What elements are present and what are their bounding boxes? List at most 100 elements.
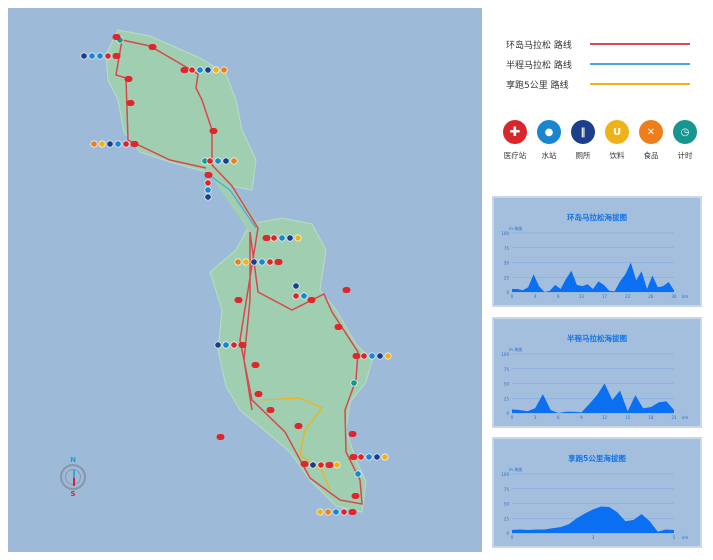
km-marker <box>112 53 121 59</box>
km-marker <box>112 34 121 40</box>
toilet-marker-icon <box>250 258 258 266</box>
km-marker <box>180 67 189 73</box>
medical-marker-icon <box>317 461 325 469</box>
x-tick-label: 9 <box>580 415 583 420</box>
water-marker-icon <box>214 157 222 165</box>
toilet-icon: ‖ <box>571 120 595 144</box>
y-tick-label: 50 <box>504 261 510 266</box>
water-marker-icon <box>354 470 362 478</box>
facility-label: 厕所 <box>575 151 591 160</box>
chart-title: 半程马拉松海拔图 <box>567 334 627 343</box>
drink-marker-icon <box>316 508 324 516</box>
km-marker <box>124 76 133 82</box>
y-tick-label: 25 <box>504 516 510 521</box>
compass: N S <box>60 456 86 498</box>
km-marker <box>130 141 139 147</box>
water-marker-icon <box>258 258 266 266</box>
x-tick-label: 6 <box>557 415 560 420</box>
y-tick-label: 75 <box>504 487 510 492</box>
km-marker <box>254 391 263 397</box>
legend-line-yellow <box>590 83 690 85</box>
water-marker-icon <box>196 66 204 74</box>
km-marker <box>325 462 334 468</box>
elevation-chart-half: 半程马拉松海拔图 0 25 50 75 100 m 海拔 0 3 6 9 12 15 18 21 km <box>492 317 702 428</box>
y-axis-label: m 海拔 <box>509 225 522 231</box>
toilet-marker-icon <box>376 352 384 360</box>
chart-title: 环岛马拉松海拔图 <box>567 213 627 222</box>
island-route-map[interactable]: N S <box>8 8 482 552</box>
km-marker <box>349 454 358 460</box>
route-full-marathon-north-loop <box>115 39 207 169</box>
chart-title: 享跑5公里海拔图 <box>568 454 626 463</box>
legend-line-red <box>590 43 690 45</box>
km-marker <box>348 509 357 515</box>
y-tick-label: 25 <box>504 275 510 280</box>
x-tick-label: 0 <box>511 415 514 420</box>
y-tick-label: 100 <box>501 231 509 236</box>
water-marker-icon <box>365 453 373 461</box>
toilet-marker-icon <box>80 52 88 60</box>
toilet-marker-icon <box>204 193 212 201</box>
facility-label: 计时 <box>677 151 693 160</box>
km-marker <box>266 407 275 413</box>
elevation-area <box>512 506 674 533</box>
km-marker <box>294 423 303 429</box>
facility-timer: ◷ 计时 <box>670 120 700 161</box>
x-tick-label: 3 <box>592 535 595 540</box>
y-tick-label: 75 <box>504 246 510 251</box>
route-full-marathon <box>121 39 363 505</box>
km-marker <box>351 493 360 499</box>
x-tick-label: 9 <box>557 294 560 299</box>
x-tick-label: 26 <box>648 294 654 299</box>
legend-half-marathon: 半程马拉松 路线 <box>506 61 572 71</box>
south-island <box>209 217 373 513</box>
x-tick-label: 30 <box>671 294 677 299</box>
medical-marker-icon <box>206 157 214 165</box>
km-marker <box>262 235 271 241</box>
km-marker <box>334 324 343 330</box>
elevation-chart-full: 环岛马拉松海拔图 0 25 50 75 100 m 海拔 0 4 9 13 17 22 26 30 km <box>492 196 702 307</box>
toilet-marker-icon <box>214 341 222 349</box>
toilet-marker-icon <box>106 140 114 148</box>
elevation-area <box>512 383 674 413</box>
km-marker <box>126 100 135 106</box>
water-marker-icon <box>96 52 104 60</box>
km-marker <box>209 128 218 134</box>
medical-marker-icon <box>204 179 212 187</box>
x-tick-label: 3 <box>534 415 537 420</box>
compass-south-label: S <box>70 490 76 498</box>
water-marker-icon <box>222 341 230 349</box>
facility-label: 医疗站 <box>503 151 527 160</box>
drink-marker-icon <box>294 234 302 242</box>
medical-marker-icon <box>270 234 278 242</box>
route-half-marathon <box>204 171 257 229</box>
km-marker <box>348 431 357 437</box>
toilet-marker-icon <box>309 461 317 469</box>
water-marker-icon <box>204 186 212 194</box>
y-tick-label: 50 <box>504 382 510 387</box>
legend-full-marathon: 环岛马拉松 路线 <box>506 41 572 51</box>
toilet-marker-icon <box>204 66 212 74</box>
km-marker <box>342 287 351 293</box>
km-marker <box>216 434 225 440</box>
medical-marker-icon <box>357 453 365 461</box>
x-axis-label: km <box>682 294 688 299</box>
y-tick-label: 0 <box>506 290 509 295</box>
water-marker-icon <box>88 52 96 60</box>
x-tick-label: 0 <box>511 535 514 540</box>
medical-marker-icon <box>266 258 274 266</box>
x-axis-label: km <box>682 535 688 540</box>
medical-marker-icon <box>292 292 300 300</box>
water-marker-icon <box>114 140 122 148</box>
km-marker <box>204 172 213 178</box>
x-tick-label: 22 <box>625 294 631 299</box>
timer-icon: ◷ <box>673 120 697 144</box>
water-drop-icon: ● <box>537 120 561 144</box>
facility-medical-cross: ✚ 医疗站 <box>500 120 530 161</box>
x-tick-label: 21 <box>671 415 677 420</box>
x-axis-label: km <box>682 415 688 420</box>
y-tick-label: 0 <box>506 531 509 536</box>
food-marker-icon <box>90 140 98 148</box>
drink-marker-icon <box>242 258 250 266</box>
facility-legend: ✚ 医疗站 ● 水站 ‖ 厕所 U 饮料 ✕ 食品 ◷ 计时 <box>500 120 700 161</box>
